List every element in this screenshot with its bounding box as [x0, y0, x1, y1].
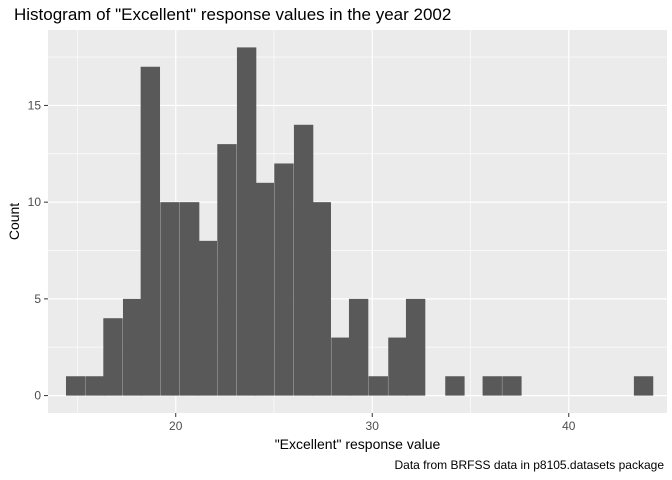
histogram-bar [445, 376, 465, 396]
histogram-bar [633, 376, 654, 396]
histogram-bar [85, 376, 105, 396]
histogram-bar [236, 47, 257, 396]
histogram-bar [348, 298, 369, 396]
histogram-bar [65, 376, 86, 396]
histogram-bar [405, 298, 426, 396]
x-tick-label: 40 [562, 419, 576, 433]
histogram-bar [103, 318, 123, 396]
histogram-bar [254, 182, 274, 396]
y-tick-label: 10 [28, 195, 42, 209]
histogram-bar [197, 240, 218, 396]
histogram-bar [311, 202, 331, 396]
histogram-bar [388, 337, 408, 396]
y-axis-title: Count [6, 203, 22, 240]
histogram-bar [482, 376, 502, 396]
histogram-bar [122, 298, 143, 396]
x-tick-label: 20 [169, 419, 183, 433]
histogram-bar [331, 337, 351, 396]
histogram-bar [179, 202, 200, 396]
histogram-bars [65, 47, 654, 396]
histogram-bar [502, 376, 522, 396]
histogram-bar [293, 124, 314, 396]
histogram-bar [217, 144, 237, 396]
x-tick-label: 30 [366, 419, 380, 433]
histogram-bar [140, 66, 161, 396]
x-axis-title: "Excellent" response value [275, 436, 441, 452]
histogram-bar [274, 163, 294, 396]
histogram-bar [368, 376, 388, 396]
y-tick-label: 15 [28, 98, 42, 112]
tick-labels: 20 30 40 0 5 10 15 [28, 98, 576, 433]
axis-ticks [44, 104, 570, 417]
y-tick-label: 0 [34, 389, 41, 403]
chart-caption: Data from BRFSS data in p8105.datasets p… [394, 458, 665, 472]
y-tick-label: 5 [34, 292, 41, 306]
chart-title: Histogram of "Excellent" response values… [14, 5, 452, 24]
histogram-bar [160, 202, 180, 396]
